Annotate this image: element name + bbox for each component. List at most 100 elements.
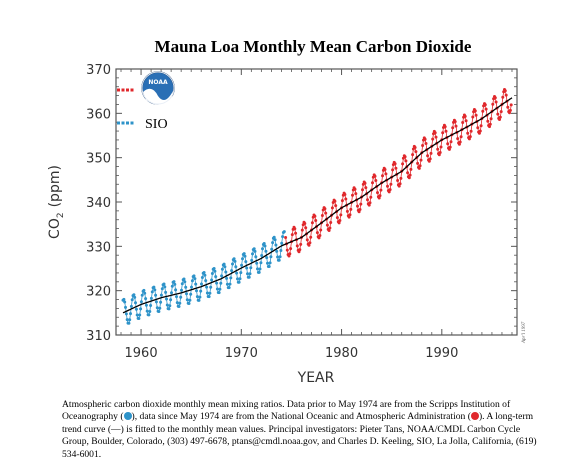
data-point [233, 259, 237, 263]
data-point [165, 297, 168, 301]
data-point [320, 214, 324, 217]
data-point [408, 173, 412, 177]
data-series [121, 88, 513, 325]
data-point [461, 121, 465, 124]
data-point [404, 159, 408, 163]
data-point [441, 131, 445, 135]
data-point [438, 151, 442, 154]
data-point [130, 298, 134, 302]
data-point [381, 174, 384, 178]
data-point [202, 271, 206, 274]
data-point [464, 119, 468, 123]
data-point [484, 107, 488, 111]
series-noaa [284, 88, 513, 258]
data-point [147, 313, 151, 317]
data-point [180, 288, 183, 292]
data-point [182, 277, 186, 281]
data-point [328, 226, 332, 230]
data-point [473, 109, 477, 113]
data-point [144, 303, 148, 307]
data-point [195, 295, 199, 299]
y-axis-label: CO2 (ppm) [47, 165, 66, 239]
data-point [132, 293, 136, 297]
data-point [142, 288, 146, 292]
data-point [129, 312, 132, 316]
data-point [293, 227, 297, 231]
data-point [276, 255, 280, 259]
data-point [228, 282, 232, 286]
data-point [309, 235, 313, 239]
data-point [153, 288, 157, 292]
data-point [175, 295, 178, 299]
data-point [329, 221, 333, 224]
data-point [246, 272, 249, 276]
data-point [411, 153, 415, 157]
data-point [373, 174, 377, 178]
data-point [219, 281, 223, 285]
data-point [245, 266, 249, 270]
data-point [122, 297, 126, 301]
data-point [335, 216, 339, 220]
data-point [494, 100, 498, 104]
data-point [237, 280, 241, 284]
data-point [230, 269, 234, 273]
data-point [220, 274, 224, 278]
data-point [416, 161, 420, 165]
legend-label-sio: SIO [145, 117, 168, 132]
data-point [310, 221, 314, 225]
data-point [403, 155, 407, 159]
data-point [264, 249, 268, 253]
data-point [217, 291, 221, 295]
data-point [222, 262, 226, 266]
data-point [391, 168, 395, 172]
data-point [443, 125, 447, 129]
data-point [123, 300, 127, 304]
data-point [503, 89, 507, 93]
data-point [125, 318, 129, 322]
data-point [303, 222, 307, 225]
data-point [128, 318, 132, 322]
data-point [214, 275, 218, 279]
data-point [227, 286, 231, 290]
data-point [275, 249, 279, 253]
data-point [345, 209, 349, 213]
data-point [272, 235, 276, 239]
data-point [225, 282, 229, 286]
data-point [353, 187, 357, 191]
data-point [236, 277, 239, 281]
x-axis: 1960 1970 1980 1990 [120, 69, 513, 361]
data-point [374, 179, 378, 182]
data-point [351, 193, 354, 197]
data-point [366, 198, 369, 202]
data-point [177, 305, 181, 308]
data-point [396, 179, 400, 182]
data-point [471, 115, 475, 119]
data-point [489, 117, 493, 121]
data-point [401, 162, 405, 166]
data-point [254, 255, 258, 259]
data-point [453, 120, 457, 124]
data-point [284, 236, 288, 239]
data-point [325, 223, 329, 227]
data-point [269, 255, 273, 259]
data-point [478, 129, 482, 133]
data-point [165, 303, 169, 307]
data-point [437, 153, 441, 157]
y-tick-label: 360 [86, 107, 111, 122]
data-point [170, 291, 173, 295]
data-point [266, 261, 269, 265]
data-point [377, 196, 381, 200]
data-point [144, 297, 148, 301]
data-point [190, 279, 194, 283]
data-point [299, 242, 303, 246]
data-point [252, 247, 256, 251]
data-point [282, 230, 286, 234]
credit-annotation: Apr'l 1997 [522, 321, 527, 344]
data-point [431, 137, 435, 141]
data-point [198, 295, 202, 299]
data-point [466, 131, 470, 135]
data-point [200, 282, 203, 286]
data-point [208, 291, 212, 295]
data-point [169, 298, 173, 302]
data-point [327, 229, 331, 232]
